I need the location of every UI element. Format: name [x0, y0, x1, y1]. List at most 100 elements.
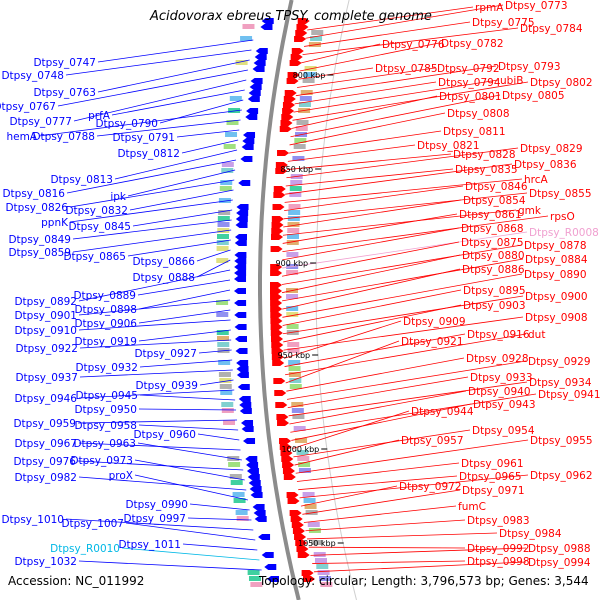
reverse-strand-gene-arrow — [279, 126, 292, 132]
cog-category-bar — [289, 186, 302, 191]
reverse-strand-gene-arrow — [286, 492, 299, 498]
cog-category-bar — [217, 336, 230, 341]
gene-label-left: Dtpsy_0901 — [14, 310, 77, 322]
gene-label-left: Dtpsy_0790 — [95, 118, 158, 130]
cog-category-bar — [302, 492, 315, 497]
forward-strand-gene-arrow — [246, 468, 259, 474]
leader-line — [295, 439, 529, 474]
genome-backbone — [258, 0, 357, 600]
gene-label-right: Dtpsy_0854 — [463, 195, 526, 207]
cog-category-bar — [291, 402, 304, 407]
gene-label-left: Dtpsy_0973 — [70, 455, 133, 467]
feature-tracks — [216, 18, 333, 587]
gene-label-right: Dtpsy_0808 — [447, 108, 510, 120]
gene-label-right: Dtpsy_0895 — [463, 285, 526, 297]
leader-line — [284, 185, 464, 211]
gene-label-right: hrcA — [524, 174, 549, 186]
inner-ring — [315, 0, 357, 600]
gene-label-left: Dtpsy_0906 — [74, 318, 137, 330]
gene-label-left: Dtpsy_0813 — [50, 174, 113, 186]
gene-label-right: Dtpsy_0916 — [467, 329, 530, 341]
leader-line — [299, 474, 529, 499]
reverse-strand-gene-arrow — [297, 552, 310, 558]
kbp-marker-label: 1050 kbp — [298, 539, 336, 548]
cog-category-bar — [288, 372, 301, 377]
forward-strand-gene-arrow — [245, 114, 258, 120]
cog-category-bar — [287, 342, 300, 347]
gene-label-right: rpmA — [475, 2, 504, 14]
leader-line — [282, 209, 517, 236]
cog-category-bar — [223, 144, 236, 149]
leader-line — [281, 244, 523, 285]
forward-strand-gene-arrow — [248, 480, 261, 486]
leader-line — [137, 442, 242, 461]
cog-category-bar — [288, 210, 301, 215]
leader-line — [176, 129, 240, 138]
cog-category-bar — [221, 162, 234, 167]
gene-label-right: rpsO — [550, 211, 575, 223]
gene-label-right: Dtpsy_0909 — [403, 316, 466, 328]
leader-line — [134, 474, 248, 501]
forward-strand-gene-arrow — [239, 402, 252, 408]
reverse-strand-gene-arrow — [273, 192, 286, 198]
gene-label-right: Dtpsy_0961 — [461, 458, 524, 470]
leader-line — [296, 462, 460, 482]
kbp-marker-label: 900 kbp — [276, 259, 309, 268]
reverse-strand-gene-arrow — [270, 312, 283, 318]
leader-line — [97, 39, 254, 63]
cog-category-bar — [296, 450, 309, 455]
gene-label-left: Dtpsy_0976 — [13, 456, 76, 468]
leader-line — [138, 424, 239, 431]
gene-label-right: Dtpsy_0994 — [528, 557, 591, 569]
forward-strand-gene-arrow — [249, 486, 262, 492]
gene-label-left: Dtpsy_0946 — [14, 393, 77, 405]
reverse-strand-gene-arrow — [270, 306, 283, 312]
reverse-strand-gene-arrow — [277, 150, 290, 156]
leader-line — [182, 543, 258, 551]
forward-strand-gene-arrow — [234, 276, 247, 282]
cog-category-bar — [289, 192, 302, 197]
leader-line — [79, 339, 232, 349]
kbp-marker-label: 800 kbp — [293, 71, 326, 80]
leader-line — [38, 109, 242, 137]
leader-line — [286, 147, 519, 179]
leader-line — [66, 159, 237, 194]
leader-line — [293, 429, 471, 458]
cog-category-bar — [217, 222, 230, 227]
cog-category-bar — [216, 246, 229, 251]
reverse-strand-gene-arrow — [283, 96, 296, 102]
gene-label-right: Dtpsy_0861 — [459, 209, 522, 221]
leader-line — [127, 239, 231, 257]
cog-category-bar — [235, 510, 248, 515]
cog-category-bar — [292, 156, 305, 161]
leader-line — [281, 254, 461, 294]
gene-label-right: Dtpsy_0805 — [502, 90, 565, 102]
leader-line — [285, 168, 454, 187]
leader-line — [302, 27, 519, 56]
cog-category-bar — [287, 216, 300, 221]
forward-strand-gene-arrow — [249, 84, 262, 90]
reverse-strand-gene-arrow — [295, 30, 308, 36]
gene-label-left: Dtpsy_0927 — [134, 348, 197, 360]
cog-category-bar — [299, 96, 312, 101]
gene-label-right: Dtpsy_0784 — [520, 23, 583, 35]
forward-strand-gene-arrow — [235, 234, 248, 240]
gene-label-left: Dtpsy_0888 — [132, 272, 195, 284]
forward-strand-gene-arrow — [236, 366, 249, 372]
reverse-strand-gene-arrow — [270, 270, 283, 276]
gene-label-right: Dtpsy_0992 — [467, 543, 530, 555]
cog-category-bar — [288, 360, 301, 365]
leader-line — [281, 241, 460, 277]
gene-label-left: proX — [109, 470, 133, 482]
leader-line — [138, 329, 231, 342]
cog-category-bar — [220, 390, 233, 395]
forward-strand-gene-arrow — [243, 132, 256, 138]
gene-label-right: Dtpsy_0940 — [468, 386, 531, 398]
forward-strand-gene-arrow — [252, 504, 265, 510]
reverse-strand-gene-arrow — [287, 498, 300, 504]
leader-line — [293, 79, 499, 113]
gene-label-right: Dtpsy_0801 — [439, 91, 502, 103]
cog-category-bar — [286, 270, 299, 275]
reverse-strand-gene-arrow — [270, 300, 283, 306]
gene-label-right: Dtpsy_0921 — [401, 336, 464, 348]
